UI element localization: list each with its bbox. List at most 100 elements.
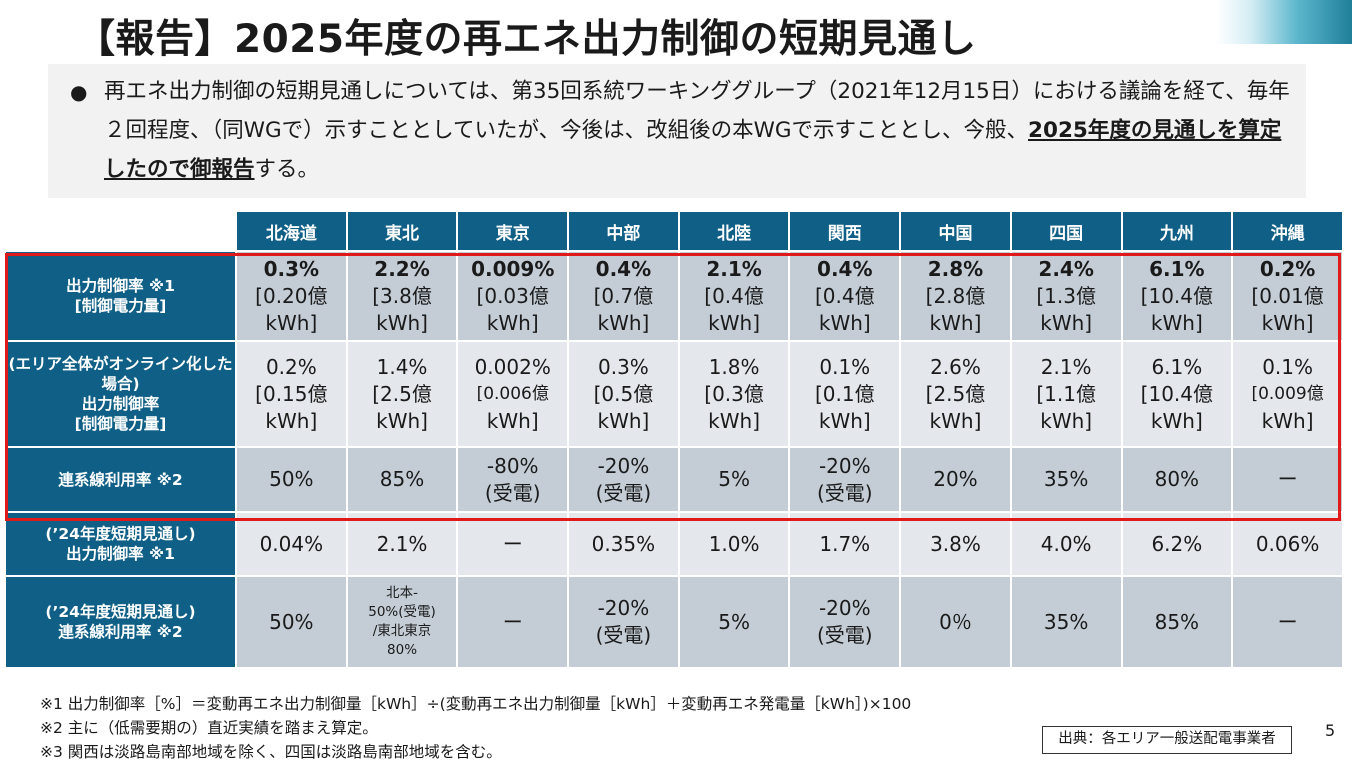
energy-amount: [2.5億 <box>925 381 986 406</box>
cell-online-rate-5: 0.1% [0.1億 kWh] <box>790 342 900 446</box>
interconnection-note: (受電) <box>595 480 652 505</box>
tohoku-note-line: 北本- <box>386 585 418 601</box>
prev-interconnection-value: 50% <box>269 609 314 634</box>
curtailment-table: 北海道 東北 東京 中部 北陸 関西 中国 四国 九州 沖縄 出力制御率 ※1 [制御電力量] 0.3… <box>4 210 1344 669</box>
energy-unit: kWh] <box>929 408 982 433</box>
row-label-line: 出力制御率 ※1 <box>66 545 175 563</box>
energy-unit: kWh] <box>708 310 761 335</box>
cell-prev-rate-3: 0.35% <box>569 513 678 575</box>
prev-interconnection-value: 0％ <box>939 609 972 634</box>
page-title: 【報告】2025年度の再エネ出力制御の短期見通し <box>76 17 977 62</box>
column-header-5: 関西 <box>790 212 900 250</box>
bullet-dot-icon: ● <box>70 80 88 104</box>
tohoku-note-line: /東北東京 <box>372 623 432 639</box>
row-label-line: 連系線利用率 ※2 <box>58 470 183 489</box>
prev-rate-value: 0.06% <box>1255 531 1320 556</box>
interconnection-value: -80% <box>486 453 539 478</box>
column-header-0: 北海道 <box>237 212 346 250</box>
cell-prev-interconnection-5: -20% (受電) <box>790 577 900 667</box>
interconnection-note: (受電) <box>484 480 541 505</box>
cell-prev-interconnection-7: 35% <box>1011 577 1121 667</box>
prev-interconnection-value: ー <box>1277 609 1298 634</box>
energy-amount: [1.3億 <box>1036 283 1096 308</box>
header-corner <box>6 212 235 250</box>
prev-rate-value: 2.1% <box>376 531 428 556</box>
cell-online-rate-9: 0.1% [0.009億 kWh] <box>1233 342 1342 446</box>
energy-unit: kWh] <box>1150 310 1203 335</box>
summary-text-c: する。 <box>254 157 320 182</box>
energy-amount: [3.8億 <box>372 283 432 308</box>
energy-unit: kWh] <box>1150 408 1203 433</box>
cell-interconnection-1: 85% <box>347 448 457 511</box>
tohoku-note-line: 80% <box>387 642 418 658</box>
energy-amount: [0.1億 <box>814 381 875 406</box>
cell-online-rate-6: 2.6% [2.5億 kWh] <box>901 342 1010 446</box>
interconnection-value: 35% <box>1043 467 1089 491</box>
prev-interconnection-note: (受電) <box>595 623 652 647</box>
energy-unit: kWh] <box>376 310 428 335</box>
cell-interconnection-5: -20% (受電) <box>790 448 900 511</box>
prev-interconnection-value: -20% <box>597 596 650 620</box>
interconnection-value: 20% <box>933 467 978 491</box>
rate-value: 1.8% <box>708 354 760 379</box>
summary-text-a: 再エネ出力制御の短期見通しについては、第35回系統ワーキンググループ（2021年… <box>104 79 1290 143</box>
energy-amount: [10.4億 <box>1140 381 1214 406</box>
cell-prev-rate-1: 2.1% <box>347 513 457 575</box>
row-prev-interconnection-rate: (’24年度短期見通し) 連系線利用率 ※2 50% 北本- 50%(受電) /東北東京 8… <box>6 577 1342 667</box>
row-label-line: [制御電力量] <box>74 297 167 315</box>
row-label-online-curtailment: (エリア全体がオンライン化した場合) 出力制御率 [制御電力量] <box>6 342 235 446</box>
row-label-line: 連系線利用率 ※2 <box>58 623 183 641</box>
energy-unit: kWh] <box>597 408 650 433</box>
prev-rate-value: ー <box>502 531 523 556</box>
cell-prev-interconnection-6: 0％ <box>901 577 1010 667</box>
energy-amount: [0.5億 <box>593 381 654 406</box>
cell-prev-interconnection-4: 5% <box>679 577 789 667</box>
interconnection-note: (受電) <box>816 480 873 505</box>
prev-rate-value: 1.0% <box>708 531 760 556</box>
cell-rate-4: 2.1% [0.4億 kWh] <box>679 252 789 340</box>
cell-online-rate-8: 6.1% [10.4億 kWh] <box>1122 342 1232 446</box>
cell-prev-interconnection-2: ー <box>458 577 568 667</box>
cell-rate-0: 0.3% [0.20億 kWh] <box>237 252 346 340</box>
energy-unit: kWh] <box>597 310 650 335</box>
summary-box <box>48 64 1306 198</box>
energy-amount: [0.01億 <box>1251 283 1324 308</box>
energy-amount: [0.4億 <box>814 283 875 308</box>
row-curtailment-rate: 出力制御率 ※1 [制御電力量] 0.3% [0.20億 kWh] 2.2% [3.8億 kW… <box>6 252 1342 340</box>
cell-online-rate-3: 0.3% [0.5億 kWh] <box>569 342 678 446</box>
cell-interconnection-0: 50% <box>237 448 346 511</box>
interconnection-value: 80% <box>1154 467 1200 491</box>
cell-prev-rate-5: 1.7% <box>790 513 900 575</box>
rate-value: 0.1% <box>819 354 871 379</box>
interconnection-value: 5% <box>718 467 750 491</box>
row-prev-curtailment-rate: (’24年度短期見通し) 出力制御率 ※1 0.04% 2.1% ー 0.35% 1.0% 1… <box>6 513 1342 575</box>
cell-prev-interconnection-0: 50% <box>237 577 346 667</box>
summary-text-emphasis: 2025年度の見通しを算定したので御報告 <box>104 118 1282 182</box>
energy-amount: [0.4億 <box>704 283 764 308</box>
energy-unit: kWh] <box>265 310 318 335</box>
prev-rate-value: 4.0% <box>1040 531 1092 556</box>
rate-value: 0.4% <box>817 256 873 281</box>
prev-rate-value: 0.04% <box>259 531 324 556</box>
energy-amount: [0.15億 <box>255 381 328 406</box>
cell-online-rate-7: 2.1% [1.1億 kWh] <box>1011 342 1121 446</box>
column-header-2: 東京 <box>458 212 568 250</box>
cell-rate-3: 0.4% [0.7億 kWh] <box>569 252 678 340</box>
cell-rate-5: 0.4% [0.4億 kWh] <box>790 252 900 340</box>
rate-value: 0.3% <box>263 256 320 281</box>
row-label-prev-curtailment: (’24年度短期見通し) 出力制御率 ※1 <box>6 513 235 575</box>
row-label-line: 出力制御率 ※1 <box>66 277 175 295</box>
energy-amount: [0.03億 <box>476 283 549 308</box>
page-number: 5 <box>1325 721 1336 740</box>
cell-prev-rate-2: ー <box>458 513 568 575</box>
interconnection-value: 85% <box>379 467 425 491</box>
prev-rate-value: 6.2% <box>1151 531 1203 556</box>
cell-prev-rate-9: 0.06% <box>1233 513 1342 575</box>
cell-online-rate-4: 1.8% [0.3億 kWh] <box>679 342 789 446</box>
footnote-2: ※2 主に（低需要期の）直近実績を踏まえ算定。 <box>40 719 378 737</box>
row-label-curtailment-rate: 出力制御率 ※1 [制御電力量] <box>6 252 235 340</box>
energy-unit: kWh] <box>376 408 428 433</box>
row-label-prev-interconnection: (’24年度短期見通し) 連系線利用率 ※2 <box>6 577 235 667</box>
energy-amount: [0.7億 <box>593 283 654 308</box>
row-label-line: 出力制御率 <box>81 395 160 413</box>
